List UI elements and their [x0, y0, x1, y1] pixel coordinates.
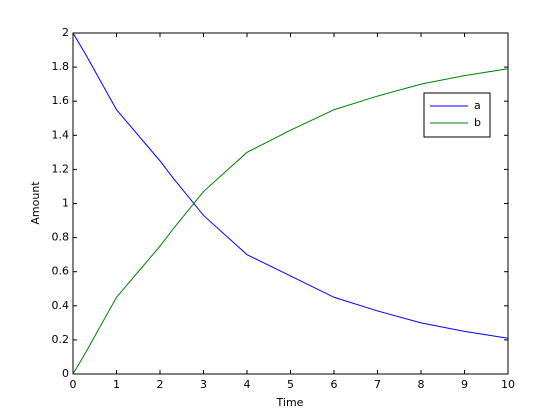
y-tick-label: 0.4: [52, 299, 70, 312]
y-tick-label: 0.2: [52, 333, 70, 346]
series-line: [72, 32, 509, 339]
x-tick-label: 10: [501, 378, 515, 391]
x-tick-label: 0: [70, 378, 77, 391]
axes-box: [72, 32, 509, 375]
y-axis-label: Amount: [29, 181, 42, 225]
y-tick-label: 0.8: [52, 231, 70, 244]
plot-area: [73, 33, 508, 374]
legend-box: [423, 92, 491, 138]
y-tick-label: 1.4: [52, 128, 70, 141]
y-tick-label: 2: [62, 26, 69, 39]
y-tick-label: 1.6: [52, 94, 70, 107]
x-tick-label: 8: [418, 378, 425, 391]
x-tick-label: 4: [244, 378, 251, 391]
legend-label: b: [474, 116, 481, 129]
x-tick-label: 6: [331, 378, 338, 391]
x-tick-label: 5: [287, 378, 294, 391]
x-tick-label: 1: [113, 378, 120, 391]
x-tick-label: 3: [200, 378, 207, 391]
y-tick-label: 0.6: [52, 265, 70, 278]
x-tick-label: 7: [374, 378, 381, 391]
legend-label: a: [474, 99, 481, 112]
y-tick-label: 1.2: [52, 162, 70, 175]
y-tick-label: 1: [62, 197, 69, 210]
series-line: [72, 68, 509, 375]
y-tick-label: 0: [62, 367, 69, 380]
x-axis-label: Time: [276, 396, 304, 409]
x-tick-label: 9: [461, 378, 468, 391]
y-tick-label: 1.8: [52, 60, 70, 73]
x-tick-label: 2: [157, 378, 164, 391]
